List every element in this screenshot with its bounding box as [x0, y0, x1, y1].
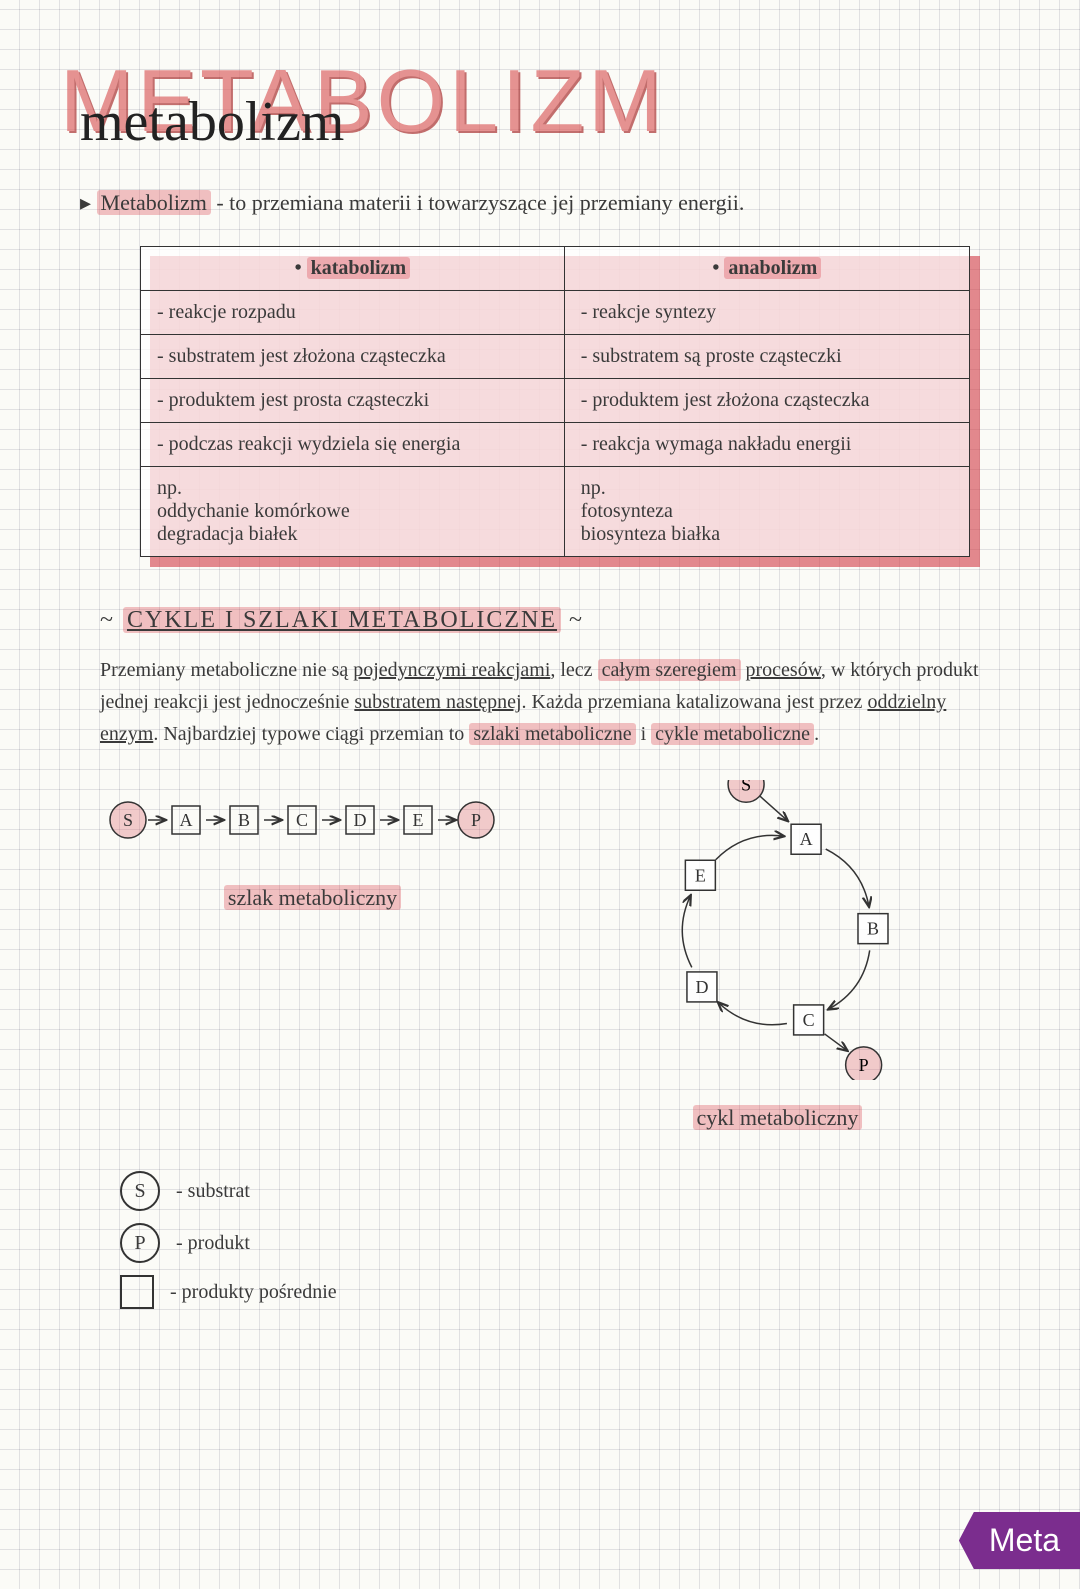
cycle-svg: A B C D E S P [568, 780, 988, 1080]
table-cell: - substratem jest złożona cząsteczka [141, 335, 565, 379]
svg-text:P: P [858, 1055, 868, 1075]
svg-text:B: B [237, 810, 249, 830]
para-text: Przemiany metaboliczne nie są [100, 659, 353, 681]
para-text: i [636, 723, 652, 745]
para-text: . Najbardziej typowe ciągi przemian to [153, 723, 469, 745]
svg-text:A: A [179, 810, 192, 830]
svg-text:E: E [694, 865, 705, 885]
legend-text: - produkt [176, 1232, 250, 1255]
para-underline: pojedynczymi reakcjami [353, 659, 550, 681]
title-block: METABOLIZM metabolizm [60, 40, 1030, 180]
table-cell: - podczas reakcji wydziela się energia [141, 423, 565, 467]
table-cell: - reakcje rozpadu [141, 291, 565, 335]
table-header-cell: • katabolizm [141, 247, 565, 291]
pathway-svg: SABCDEP [103, 780, 523, 860]
definition-line: ▸ Metabolizm - to przemiana materii i to… [80, 190, 1010, 216]
legend-square-icon [120, 1275, 154, 1309]
para-text: , lecz [550, 659, 597, 681]
para-text: . Każda przemiana katalizowana jest prze… [522, 691, 868, 713]
para-highlight: cykle metaboliczne [651, 723, 814, 745]
section-heading: ~ CYKLE I SZLAKI METABOLICZNE ~ [100, 607, 990, 634]
svg-text:E: E [412, 810, 423, 830]
table-header-cell: • anabolizm [564, 247, 969, 291]
svg-text:B: B [866, 919, 878, 939]
svg-text:C: C [295, 810, 307, 830]
table-cell: np. oddychanie komórkowe degradacja biał… [141, 467, 565, 557]
cycle-label: cykl metaboliczny [565, 1105, 990, 1131]
legend-circle-icon: P [120, 1223, 160, 1263]
pathway-label: szlak metaboliczny [100, 885, 525, 911]
svg-text:S: S [122, 810, 132, 830]
comparison-table: • katabolizm • anabolizm - reakcje rozpa… [140, 246, 970, 557]
legend-row: S - substrat [120, 1171, 990, 1211]
svg-text:D: D [695, 977, 708, 997]
table-cell: - reakcje syntezy [564, 291, 969, 335]
sect-prefix: ~ [100, 607, 115, 633]
diagrams-row: S A B C D E P szlak metaboliczny A B C D E S P cykl … [100, 780, 990, 1131]
svg-text:S: S [741, 780, 751, 794]
legend-circle-icon: S [120, 1171, 160, 1211]
hdr-katabolizm: katabolizm [307, 257, 411, 279]
legend-row: P - produkt [120, 1223, 990, 1263]
para-highlight: całym szeregiem [598, 659, 741, 681]
pathway-diagram: S A B C D E P szlak metaboliczny [100, 780, 525, 1131]
notebook-page: METABOLIZM metabolizm ▸ Metabolizm - to … [0, 0, 1080, 1589]
definition-term: Metabolizm [97, 190, 211, 215]
svg-text:A: A [799, 829, 812, 849]
hdr-anabolizm: anabolizm [724, 257, 821, 279]
svg-text:P: P [470, 810, 480, 830]
sect-title: CYKLE I SZLAKI METABOLICZNE [123, 607, 561, 633]
page-tag: Meta [959, 1512, 1080, 1569]
comparison-table-wrap: • katabolizm • anabolizm - reakcje rozpa… [140, 246, 970, 557]
svg-text:C: C [802, 1010, 814, 1030]
title-script-text: metabolizm [80, 90, 344, 154]
legend: S - substrat P - produkt - produkty pośred… [120, 1171, 990, 1309]
table-cell: np. fotosynteza biosynteza białka [564, 467, 969, 557]
table-cell: - produktem jest złożona cząsteczka [564, 379, 969, 423]
cycle-diagram: A B C D E S P cykl metaboliczny [565, 780, 990, 1131]
paragraph: Przemiany metaboliczne nie są pojedynczy… [100, 654, 990, 750]
para-highlight: szlaki metaboliczne [469, 723, 635, 745]
para-underline: procesów [746, 659, 821, 681]
definition-text: - to przemiana materii i towarzyszące je… [211, 190, 744, 215]
para-underline: substratem następnej [354, 691, 521, 713]
sect-suffix: ~ [569, 607, 584, 633]
legend-text: - substrat [176, 1180, 250, 1203]
table-cell: - produktem jest prosta cząsteczki [141, 379, 565, 423]
cycle-label-text: cykl metaboliczny [693, 1105, 863, 1130]
legend-row: - produkty pośrednie [120, 1275, 990, 1309]
legend-text: - produkty pośrednie [170, 1281, 337, 1304]
table-cell: - substratem są proste cząsteczki [564, 335, 969, 379]
para-text: . [814, 723, 819, 745]
table-cell: - reakcja wymaga nakładu energii [564, 423, 969, 467]
svg-text:D: D [353, 810, 366, 830]
pathway-label-text: szlak metaboliczny [224, 885, 401, 910]
